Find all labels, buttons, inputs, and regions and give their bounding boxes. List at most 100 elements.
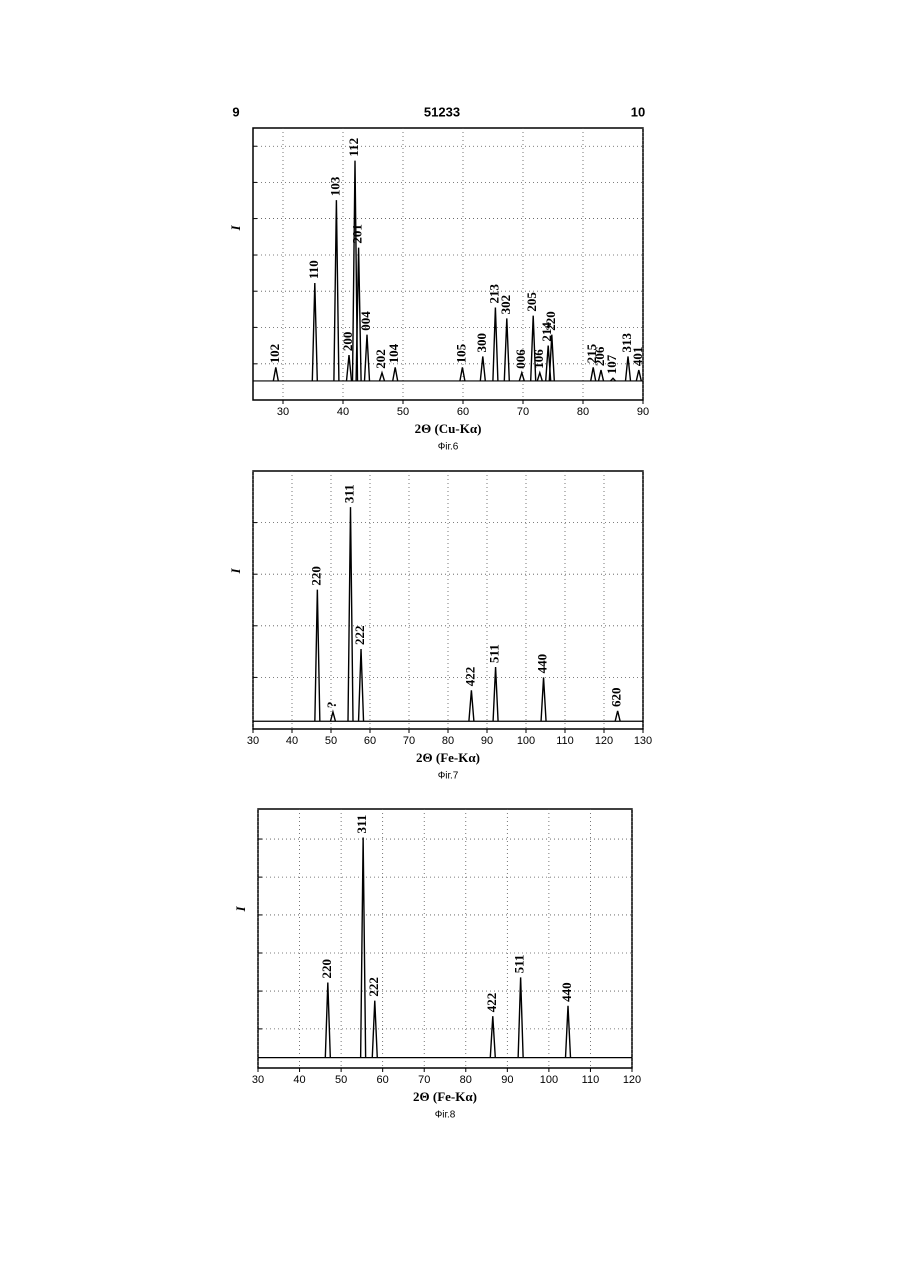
caption: Фіг.7 <box>438 771 459 782</box>
x-tick-label: 50 <box>325 735 337 747</box>
peak-label: 107 <box>604 354 619 374</box>
x-tick-label: 100 <box>517 735 535 747</box>
peak <box>334 200 339 381</box>
peak-label: 422 <box>484 993 499 1013</box>
x-tick-label: 120 <box>595 735 613 747</box>
peak-label: 440 <box>535 654 550 674</box>
peak <box>566 1006 571 1058</box>
x-tick-label: 70 <box>418 1074 430 1086</box>
peak <box>591 367 596 381</box>
y-axis-label: I <box>233 906 248 913</box>
patent-number: 51233 <box>424 104 460 119</box>
peak-label: 401 <box>630 347 645 367</box>
x-tick-label: 110 <box>582 1074 600 1086</box>
peak-label: 103 <box>327 176 342 196</box>
page-number-right: 10 <box>631 104 645 119</box>
peak-label: 112 <box>346 138 361 157</box>
page: 9 51233 10 30 40 50 60 70 80 90 2Θ (Cu-Kα) Фіг.6… <box>0 0 900 1274</box>
peak <box>325 983 330 1058</box>
peak-label: 511 <box>512 955 527 974</box>
peak <box>359 649 364 721</box>
peak-label: 300 <box>474 333 489 353</box>
x-tick-label: 80 <box>460 1074 472 1086</box>
x-tick-label: 50 <box>335 1074 347 1086</box>
peak-label: 511 <box>487 644 502 663</box>
peak <box>347 355 352 381</box>
x-tick-label: 60 <box>364 735 376 747</box>
caption: Фіг.6 <box>438 442 459 453</box>
peak-label: 201 <box>350 224 365 244</box>
x-tick-label: 30 <box>247 735 259 747</box>
peak-label: 104 <box>386 343 401 363</box>
x-tick-label: 130 <box>634 735 652 747</box>
peak <box>537 373 542 381</box>
peak <box>365 335 370 381</box>
x-tick-label: 80 <box>577 406 589 418</box>
peak <box>315 590 320 722</box>
peak <box>541 677 546 721</box>
y-axis-label: I <box>228 225 243 232</box>
peak <box>493 667 498 721</box>
peak-label: 220 <box>308 566 323 586</box>
x-tick-label: 40 <box>337 406 349 418</box>
peak-label: 106 <box>531 349 546 369</box>
peak-label: 620 <box>609 687 624 707</box>
peak <box>531 316 536 381</box>
peak <box>599 370 604 381</box>
x-axis-label: 2Θ (Fe-Kα) <box>416 750 480 765</box>
peak <box>493 308 498 381</box>
peak-label: 102 <box>267 344 282 364</box>
peak <box>504 318 509 381</box>
x-tick-label: 40 <box>293 1074 305 1086</box>
peak <box>519 373 524 381</box>
page-number-left: 9 <box>232 104 239 119</box>
peak <box>312 283 317 381</box>
x-tick-label: 90 <box>501 1074 513 1086</box>
peak <box>380 373 385 381</box>
peak <box>480 356 485 380</box>
x-tick-label: 80 <box>442 735 454 747</box>
x-tick-label: 30 <box>252 1074 264 1086</box>
peak <box>330 712 335 721</box>
peak <box>469 690 474 721</box>
peak-label: 311 <box>354 815 369 834</box>
peak <box>393 367 398 381</box>
x-tick-label: 110 <box>556 735 574 747</box>
peak <box>460 367 465 381</box>
peak <box>361 837 366 1057</box>
peak-label: 311 <box>341 484 356 503</box>
peak-label: 222 <box>366 977 381 997</box>
peak-label: 105 <box>453 343 468 363</box>
peak <box>490 1016 495 1057</box>
peak-label: 205 <box>524 292 539 312</box>
x-tick-label: 70 <box>403 735 415 747</box>
x-tick-label: 70 <box>517 406 529 418</box>
x-tick-label: 100 <box>540 1074 558 1086</box>
peak-label: 110 <box>306 260 321 279</box>
x-axis-label: 2Θ (Fe-Kα) <box>413 1089 477 1104</box>
x-tick-label: 40 <box>286 735 298 747</box>
peak <box>273 367 278 381</box>
caption: Фіг.8 <box>435 1110 456 1121</box>
peak-label: 220 <box>319 959 334 979</box>
x-tick-label: 50 <box>397 406 409 418</box>
x-tick-label: 30 <box>277 406 289 418</box>
peak-label: 004 <box>358 311 373 331</box>
peak <box>518 977 523 1057</box>
peak-label: 302 <box>498 295 513 315</box>
peak-label: ? <box>324 701 339 708</box>
peak <box>615 711 620 721</box>
x-tick-label: 90 <box>481 735 493 747</box>
peak-label: 220 <box>543 311 558 331</box>
x-tick-label: 90 <box>637 406 649 418</box>
x-tick-label: 60 <box>457 406 469 418</box>
peak-label: 440 <box>559 982 574 1002</box>
peak <box>348 507 353 721</box>
x-tick-label: 120 <box>623 1074 641 1086</box>
y-axis-label: I <box>228 568 243 575</box>
peak-label: 006 <box>513 349 528 369</box>
x-tick-label: 60 <box>377 1074 389 1086</box>
peak-label: 422 <box>462 667 477 687</box>
x-axis-label: 2Θ (Cu-Kα) <box>415 421 482 436</box>
peak <box>636 370 641 381</box>
